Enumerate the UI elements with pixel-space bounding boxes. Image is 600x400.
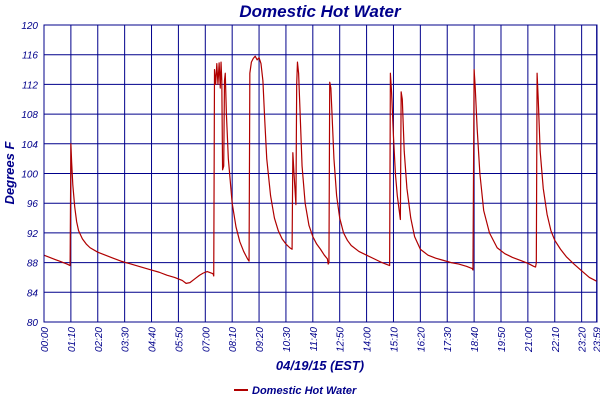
y-tick-label: 96 <box>27 199 39 210</box>
legend: Domestic Hot Water <box>234 385 357 397</box>
x-tick-label: 16:20 <box>416 327 427 352</box>
legend-label: Domestic Hot Water <box>252 385 357 397</box>
x-tick-label: 00:00 <box>40 327 51 352</box>
x-tick-label: 07:00 <box>201 327 212 352</box>
y-tick-label: 84 <box>27 288 39 299</box>
x-tick-label: 08:10 <box>228 327 239 352</box>
y-tick-label: 112 <box>22 80 38 91</box>
y-axis-label: Degrees F <box>2 141 17 205</box>
x-tick-label: 15:10 <box>389 327 400 352</box>
x-tick-label: 17:30 <box>443 327 454 352</box>
x-tick-label: 11:40 <box>309 327 320 352</box>
y-tick-label: 104 <box>21 140 38 151</box>
grid-layer <box>43 24 598 323</box>
y-tick-label: 100 <box>21 170 38 181</box>
x-tick-label: 22:10 <box>551 327 562 353</box>
x-tick-label: 09:20 <box>255 327 266 352</box>
x-tick-label: 19:50 <box>497 327 508 352</box>
x-tick-label: 21:00 <box>524 327 535 353</box>
x-tick-label: 14:00 <box>363 327 374 352</box>
x-tick-label: 23:59 <box>593 327 600 353</box>
series-layer <box>43 55 597 284</box>
y-tick-label: 120 <box>21 21 38 32</box>
chart-title: Domestic Hot Water <box>239 2 402 21</box>
plot-area <box>43 24 598 323</box>
y-tick-label: 92 <box>27 229 39 240</box>
x-axis-label: 04/19/15 (EST) <box>276 358 364 373</box>
y-tick-labels: 80 84 88 92 96 100 104 108 112 116 120 <box>21 21 38 329</box>
y-tick-label: 88 <box>27 259 39 270</box>
y-tick-label: 108 <box>21 110 38 121</box>
series-line <box>43 55 597 284</box>
x-tick-label: 02:20 <box>94 327 105 352</box>
x-tick-label: 01:10 <box>67 327 78 352</box>
x-tick-label: 10:30 <box>282 327 293 352</box>
y-tick-label: 116 <box>22 51 38 62</box>
x-tick-label: 03:30 <box>121 327 132 352</box>
x-tick-label: 12:50 <box>336 327 347 352</box>
x-tick-label: 04:40 <box>148 327 159 352</box>
x-tick-label: 05:50 <box>174 327 185 352</box>
x-tick-label: 18:40 <box>470 327 481 352</box>
x-tick-label: 23:20 <box>578 327 589 353</box>
y-tick-label: 80 <box>27 318 39 329</box>
x-tick-labels: 00:00 01:10 02:20 03:30 04:40 05:50 07:00 08:10… <box>40 327 600 353</box>
